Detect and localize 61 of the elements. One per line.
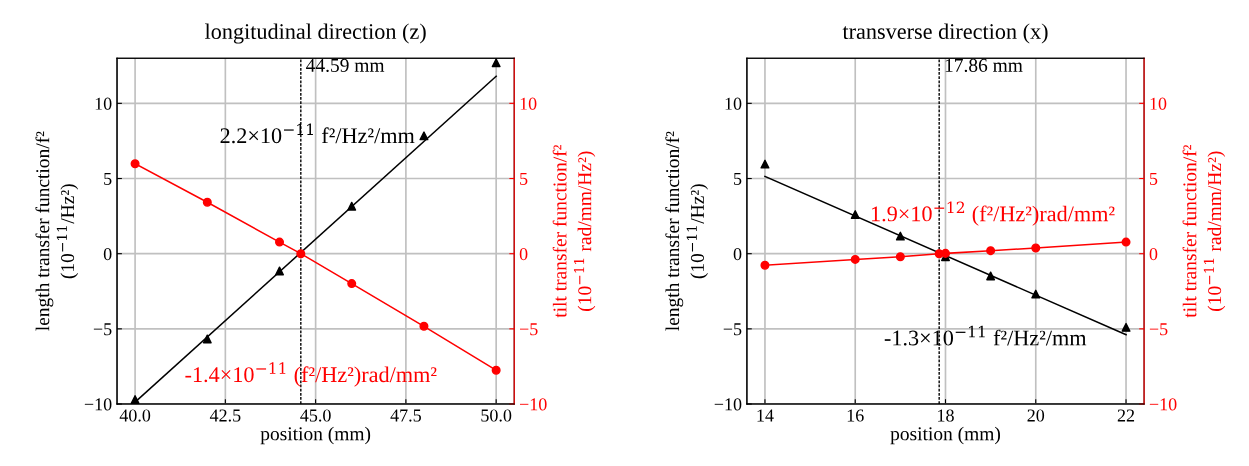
series-label: 2.2×10$^{−11}$ f²/Hz²/mm <box>220 123 415 144</box>
point <box>1121 237 1131 247</box>
y-tick-label: −5 <box>93 323 112 336</box>
point <box>275 237 285 247</box>
y-tick-label: −10 <box>714 398 742 411</box>
x-tick-label: 47.5 <box>390 409 421 422</box>
x-tick-label: 16 <box>847 409 864 422</box>
point <box>296 249 306 259</box>
y-tick-label: 5 <box>104 172 112 185</box>
ref-line-label: 17.86 mm <box>945 58 1023 73</box>
y2-axis-title: tilt transfer function/f² (10$^{−11}$ rad/mm/Hz²) <box>552 144 596 318</box>
point <box>850 254 860 264</box>
y2-tick-label: 0 <box>519 247 528 261</box>
point <box>1031 243 1041 253</box>
x-tick-label: 40.0 <box>119 409 151 422</box>
x-tick-label: 14 <box>757 409 774 422</box>
y2-tick-label: −10 <box>519 398 547 411</box>
y2-axis-title: tilt transfer function/f² (10$^{−11}$ rad/mm/Hz²) <box>1182 144 1226 318</box>
y-tick-label: 10 <box>95 97 112 110</box>
y-tick-label: −5 <box>723 323 742 336</box>
point <box>130 159 140 169</box>
y2-tick-label: 5 <box>520 172 528 185</box>
point <box>1121 322 1131 332</box>
series-label: 1.9×10$^{−12}$ (f²/Hz²)rad/mm² <box>871 201 1115 226</box>
series-label: -1.3×10$^{−11}$ f²/Hz²/mm <box>884 325 1087 346</box>
x-tick-label: 42.5 <box>209 409 241 422</box>
point <box>895 231 905 241</box>
point <box>419 321 429 331</box>
chart-title: transverse direction (x) <box>842 23 1048 44</box>
point <box>760 159 770 169</box>
series-label: -1.4×10$^{−11}$ (f²/Hz²)rad/mm² <box>185 362 437 387</box>
y-axis-title: length transfer function/f² (10$^{−11}$/Hz²) <box>35 131 79 331</box>
y2-tick-label: −5 <box>519 323 538 336</box>
point <box>491 58 501 68</box>
y-tick-label: 5 <box>734 172 742 185</box>
x-axis-title: position (mm) <box>890 426 1000 445</box>
point <box>202 197 212 207</box>
x-tick-label: 22 <box>1117 409 1135 422</box>
x-tick-label: 20 <box>1027 409 1045 422</box>
chart-title: longitudinal direction (z) <box>204 23 426 44</box>
x-tick-label: 18 <box>938 409 954 422</box>
x-tick-label: 45.0 <box>300 409 331 422</box>
x-axis-title: position (mm) <box>260 426 371 445</box>
point <box>895 252 905 262</box>
y-tick-label: 0 <box>103 247 112 261</box>
point <box>986 246 996 256</box>
point <box>491 365 501 375</box>
y2-tick-label: 5 <box>1149 172 1158 185</box>
ref-line-label: 44.59 mm <box>306 58 385 73</box>
y2-tick-label: −10 <box>1149 398 1177 411</box>
point <box>760 260 770 270</box>
y-axis-title: length transfer function/f² (10$^{−11}$/Hz²) <box>665 131 708 331</box>
y-tick-label: −10 <box>84 398 112 411</box>
y2-tick-label: −5 <box>1149 323 1168 336</box>
y2-tick-label: 10 <box>1150 97 1167 110</box>
y2-tick-label: 10 <box>520 97 537 110</box>
point <box>347 279 357 289</box>
y-tick-label: 10 <box>725 97 742 110</box>
x-tick-label: 50.0 <box>481 409 512 422</box>
y2-tick-label: 0 <box>1149 247 1158 261</box>
y-tick-label: 0 <box>733 247 742 261</box>
